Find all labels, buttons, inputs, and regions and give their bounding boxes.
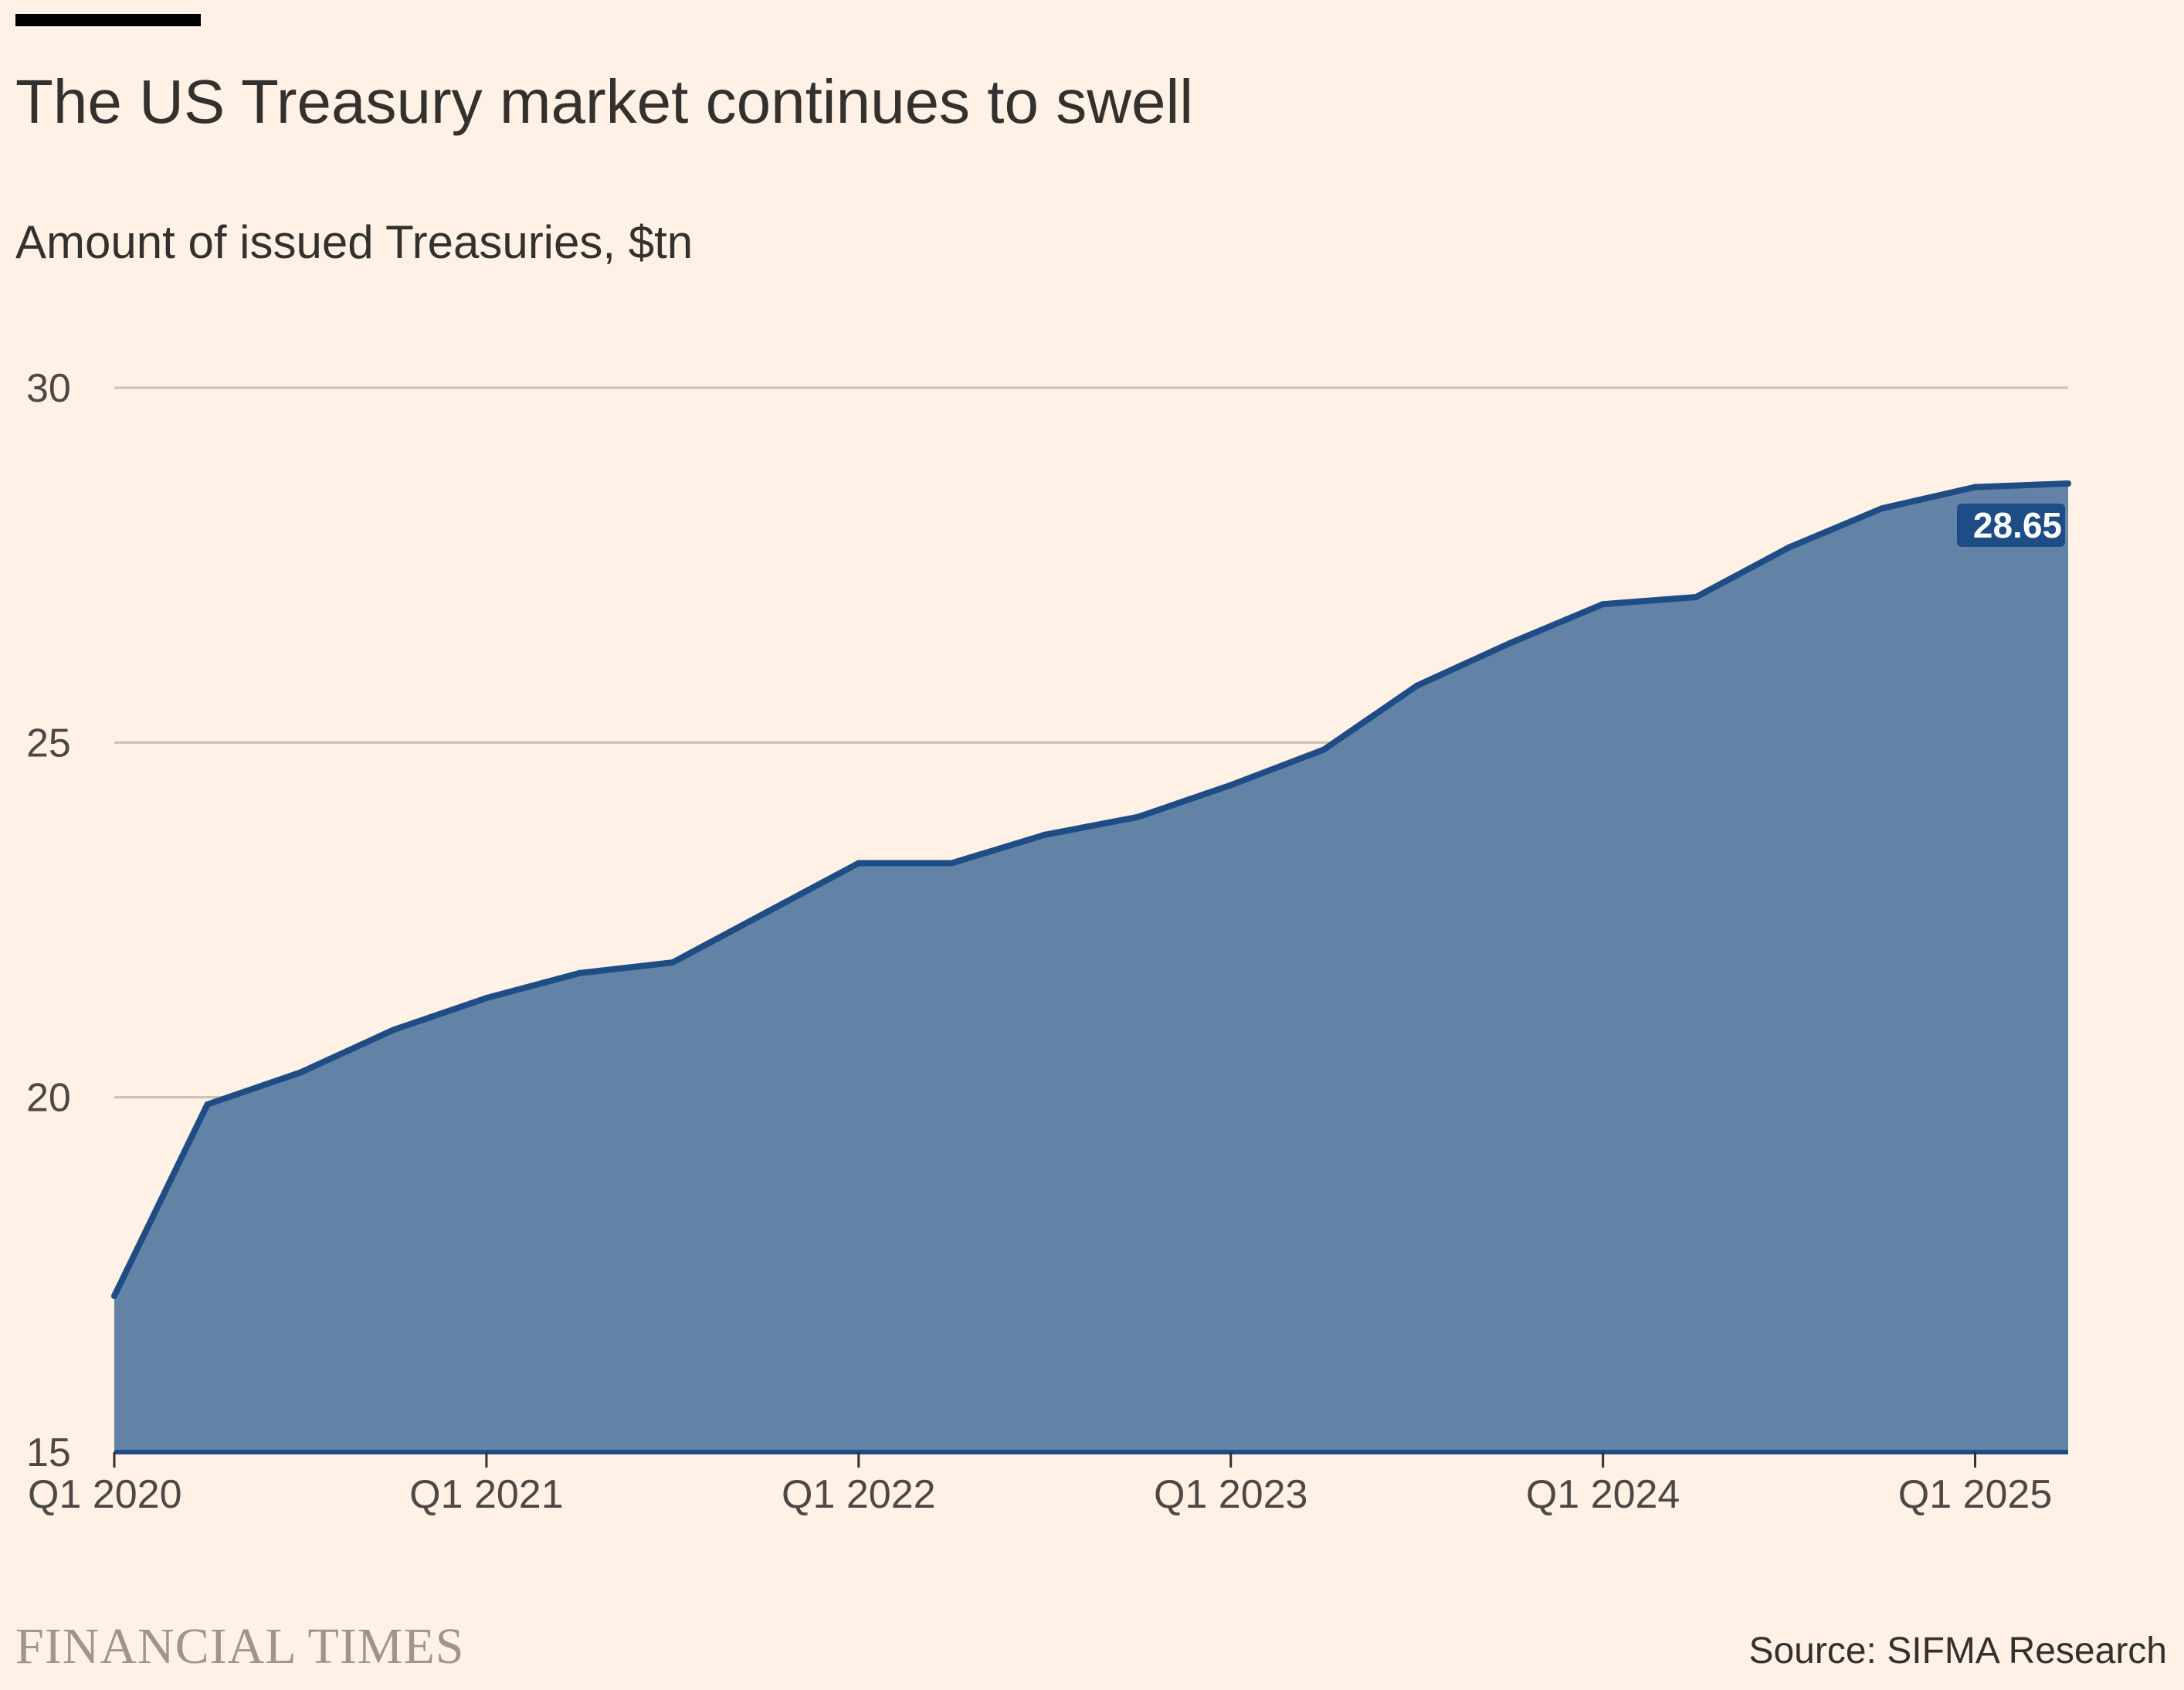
data-point <box>1786 544 1792 551</box>
x-tick-label: Q1 2024 <box>1526 1472 1680 1517</box>
brand-logo: FINANCIAL TIMES <box>15 1618 465 1675</box>
label-layer: 15 20 25 30 Q1 2020 Q1 2021 Q1 2022 Q1 2023 Q1 2… <box>26 366 2065 1517</box>
data-point <box>1134 813 1141 820</box>
axis-layer <box>113 1450 2068 1468</box>
data-point <box>111 1292 117 1299</box>
data-point <box>2065 480 2071 487</box>
source-note: Source: SIFMA Research <box>1748 1631 2167 1671</box>
data-point <box>576 969 583 976</box>
data-point <box>1321 746 1328 753</box>
data-point <box>762 909 769 916</box>
x-tick-label: Q1 2025 <box>1898 1472 2053 1517</box>
series-line <box>111 480 2071 1299</box>
data-point <box>204 1101 211 1108</box>
x-tick-label: Q1 2022 <box>782 1472 936 1517</box>
y-tick-label: 25 <box>26 721 71 765</box>
area-layer <box>111 480 2071 1452</box>
x-tick-label: Q1 2021 <box>409 1472 564 1517</box>
y-tick-label: 20 <box>26 1076 71 1121</box>
data-point <box>1879 505 1885 512</box>
data-point <box>1693 594 1700 600</box>
area-fill <box>114 484 2068 1452</box>
data-point <box>948 860 955 867</box>
data-point <box>669 959 676 966</box>
chart-subtitle: Amount of issued Treasuries, $tn <box>15 216 694 268</box>
data-point <box>1599 601 1606 608</box>
data-point <box>1413 682 1420 689</box>
data-point <box>855 860 862 867</box>
data-point <box>1507 640 1514 646</box>
data-point <box>297 1069 304 1076</box>
value-label-background <box>1957 504 2065 548</box>
data-point <box>1972 484 1979 490</box>
value-label: 28.65 <box>1973 505 2062 545</box>
chart-title: The US Treasury market continues to swel… <box>15 67 1194 136</box>
y-tick-label: 15 <box>26 1430 71 1475</box>
data-point <box>1041 831 1048 838</box>
data-point <box>483 995 490 1002</box>
top-rule <box>15 14 201 26</box>
data-point <box>390 1027 397 1033</box>
x-tick-label: Q1 2020 <box>28 1472 182 1517</box>
data-point <box>1227 782 1234 789</box>
x-tick-label: Q1 2023 <box>1154 1472 1308 1517</box>
y-tick-label: 30 <box>26 366 71 411</box>
